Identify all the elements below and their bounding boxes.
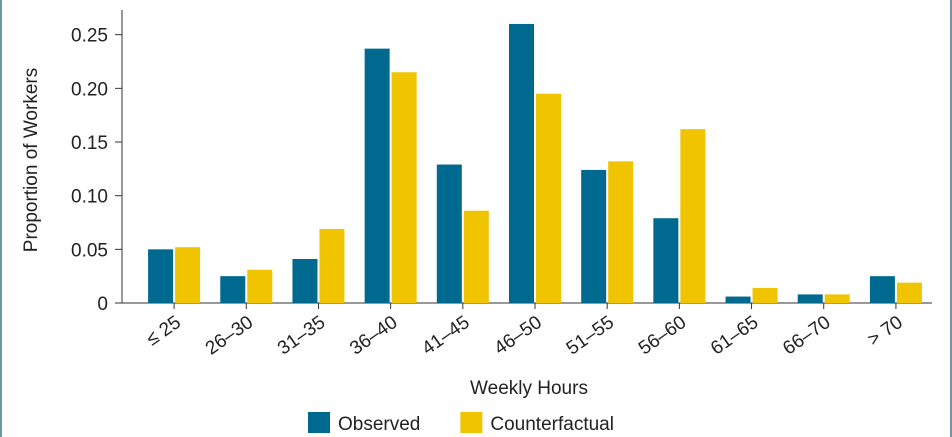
legend-swatch [308, 412, 330, 433]
bar [680, 129, 706, 303]
bar [653, 218, 679, 303]
bar [391, 72, 417, 303]
y-axis-label: Proportion of Workers [21, 68, 42, 252]
y-tick-label: 0.20 [71, 79, 108, 100]
bar [824, 294, 850, 303]
bar [175, 247, 201, 303]
x-tick-label: ≤ 25 [143, 312, 185, 350]
bar [725, 296, 751, 303]
x-tick-label: 31–35 [274, 312, 329, 360]
legend-swatch [460, 412, 483, 433]
bar [896, 282, 922, 303]
x-axis-label: Weekly Hours [470, 378, 588, 399]
bar [581, 169, 607, 303]
x-tick-label: 36–40 [346, 312, 401, 360]
bar [319, 228, 345, 303]
bar [292, 258, 318, 303]
bar [509, 23, 534, 303]
bar [364, 48, 390, 304]
bar [463, 210, 489, 303]
y-tick-label: 0 [97, 294, 108, 315]
bar [247, 269, 273, 303]
bar [869, 276, 895, 303]
legend-label: Observed [338, 414, 420, 435]
y-tick-label: 0.15 [71, 133, 108, 154]
x-tick-label: > 70 [864, 312, 907, 351]
y-tick-label: 0.10 [71, 187, 108, 208]
x-tick-label: 26–30 [202, 312, 257, 360]
bar [436, 164, 462, 303]
y-tick-label: 0.25 [71, 26, 108, 47]
bar [752, 287, 778, 303]
x-tick-label: 66–70 [779, 312, 834, 360]
x-tick-label: 51–55 [563, 312, 618, 360]
x-tick-label: 41–45 [418, 312, 473, 360]
legend-label: Counterfactual [490, 414, 614, 435]
bar [220, 276, 246, 303]
x-tick-label: 46–50 [491, 312, 546, 360]
bar [536, 93, 561, 303]
bar [608, 161, 634, 303]
x-tick-label: 56–60 [635, 312, 690, 360]
bar [148, 249, 174, 303]
x-tick-label: 61–65 [707, 312, 762, 360]
y-tick-label: 0.05 [71, 240, 108, 261]
bar [797, 294, 823, 303]
